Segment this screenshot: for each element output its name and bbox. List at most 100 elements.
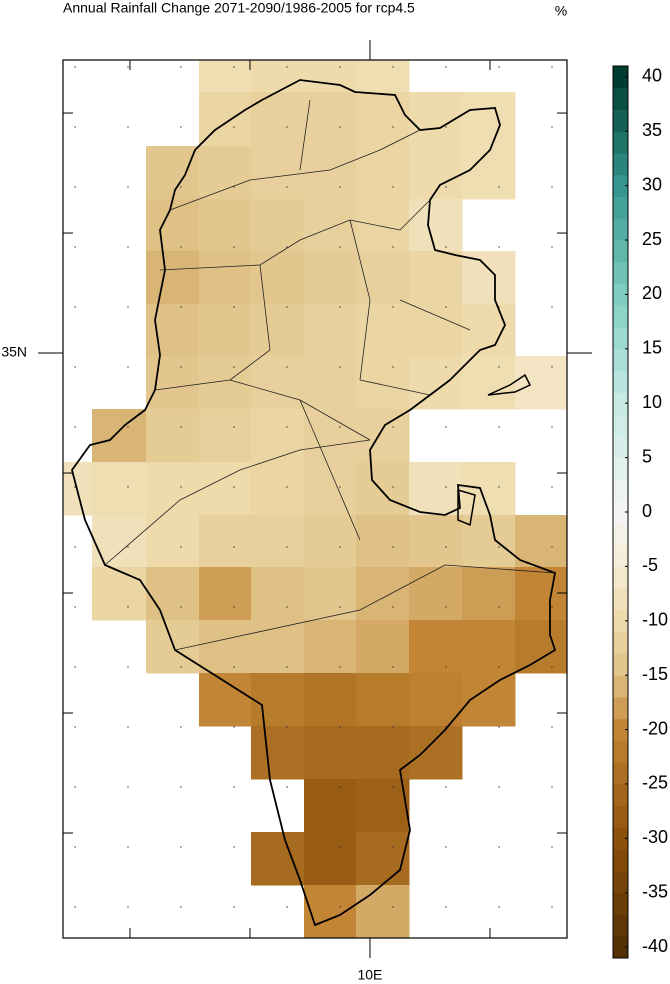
colorbar-step: [613, 501, 628, 524]
colorbar-step: [613, 240, 628, 263]
lattice-dot: [286, 186, 288, 188]
lattice-dot: [286, 306, 288, 308]
lattice-dot: [233, 786, 235, 788]
lattice-dot: [233, 246, 235, 248]
lattice-dot: [498, 606, 500, 608]
grid-cell: [199, 251, 252, 305]
colorbar-tick-label: -30: [642, 827, 668, 847]
lattice-dot: [498, 486, 500, 488]
lattice-dot: [286, 666, 288, 668]
lattice-dot: [74, 786, 76, 788]
lattice-dot: [445, 306, 447, 308]
grid-cell: [304, 92, 357, 147]
grid-cell: [146, 251, 200, 305]
lattice-dot: [127, 66, 129, 68]
grid-cell: [304, 567, 357, 621]
grid-cell: [515, 620, 568, 674]
lattice-dot: [127, 846, 129, 848]
lattice-dot: [551, 846, 553, 848]
grid-cell: [251, 146, 305, 200]
lattice-dot: [498, 786, 500, 788]
colorbar-tick-label: 40: [642, 66, 662, 86]
lattice-dot: [286, 486, 288, 488]
colorbar-step: [613, 566, 628, 589]
lattice-dot: [180, 186, 182, 188]
lattice-dot: [339, 486, 341, 488]
lattice-dot: [445, 786, 447, 788]
grid-cell: [251, 304, 305, 357]
lattice-dot: [74, 426, 76, 428]
grid-cell: [356, 462, 410, 516]
lattice-dot: [551, 606, 553, 608]
colorbar-step: [613, 870, 628, 894]
grid-cell: [409, 251, 463, 305]
grid-cell: [409, 199, 463, 252]
lattice-dot: [551, 426, 553, 428]
lattice-dot: [127, 906, 129, 908]
colorbar-step: [613, 740, 628, 763]
grid-cell: [199, 515, 252, 568]
grid-cell: [199, 199, 252, 252]
colorbar-step: [613, 805, 628, 828]
grid-cell: [356, 779, 410, 833]
colorbar-step: [613, 653, 628, 676]
grid-cell: [515, 567, 568, 621]
grid-cell: [146, 462, 200, 516]
grid-cell: [356, 92, 410, 147]
colorbar-step: [613, 936, 628, 959]
grid-cell: [199, 60, 252, 93]
colorbar-step: [613, 261, 628, 285]
lattice-dot: [339, 366, 341, 368]
lattice-dot: [233, 546, 235, 548]
map-frame: [62, 59, 568, 939]
lattice-dot: [286, 546, 288, 548]
cells: [63, 60, 568, 939]
grid-cell: [409, 462, 463, 516]
grid-cell: [409, 620, 463, 674]
colorbar-step: [613, 827, 628, 850]
grid-cell: [199, 146, 252, 200]
colorbar-step: [613, 457, 628, 480]
lattice-dot: [180, 786, 182, 788]
lattice-dot: [180, 846, 182, 848]
lattice-dot: [286, 426, 288, 428]
lattice-dot: [233, 66, 235, 68]
colorbar-step: [613, 783, 628, 807]
lattice-dot: [445, 66, 447, 68]
grid-cell: [356, 146, 410, 200]
lattice-dot: [498, 66, 500, 68]
lattice-dot: [339, 126, 341, 128]
grid-cell: [304, 146, 357, 200]
lattice-dot: [498, 186, 500, 188]
lattice-dot: [233, 846, 235, 848]
lattice-dot: [551, 546, 553, 548]
grid-cell: [409, 673, 463, 727]
grid-cell: [304, 199, 357, 252]
colorbar-step: [613, 131, 628, 154]
lattice-dot: [445, 366, 447, 368]
colorbar-step: [613, 544, 628, 567]
lattice-dot: [127, 486, 129, 488]
lattice-dot: [233, 666, 235, 668]
lattice-dot: [339, 186, 341, 188]
grid-cell: [251, 356, 305, 410]
lattice-dot: [445, 546, 447, 548]
grid-cell: [304, 832, 357, 886]
grid-cell: [251, 462, 305, 516]
region-lines: [104, 99, 556, 651]
lattice-dot: [339, 306, 341, 308]
lattice-dot: [498, 726, 500, 728]
grid-cell: [462, 356, 516, 410]
grid-cell: [146, 304, 200, 357]
lattice-dot: [498, 246, 500, 248]
lattice-dot: [392, 906, 394, 908]
lattice-dot: [392, 366, 394, 368]
lattice-dot: [127, 606, 129, 608]
colorbar-tick-label: -10: [642, 610, 668, 630]
colorbar-step: [613, 435, 628, 459]
lattice-dot: [127, 126, 129, 128]
grid-cell: [462, 567, 516, 621]
grid-cell: [304, 356, 357, 410]
lattice-dot: [180, 126, 182, 128]
